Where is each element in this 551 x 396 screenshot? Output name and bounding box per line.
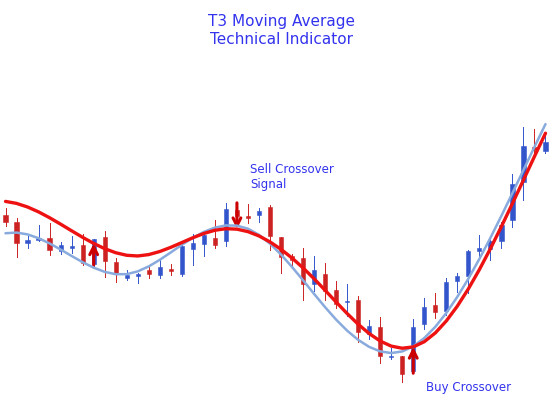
- Bar: [136, 274, 140, 276]
- Bar: [125, 275, 129, 278]
- Bar: [213, 238, 217, 245]
- Bar: [532, 147, 537, 150]
- Bar: [389, 356, 393, 357]
- Bar: [323, 274, 327, 291]
- Bar: [47, 238, 52, 250]
- Bar: [543, 142, 548, 151]
- Bar: [312, 270, 316, 284]
- Bar: [114, 261, 118, 274]
- Text: Buy Crossover
Signal: Buy Crossover Signal: [426, 381, 511, 396]
- Bar: [334, 290, 338, 304]
- Bar: [477, 248, 482, 251]
- Bar: [290, 256, 294, 260]
- Bar: [411, 327, 415, 371]
- Bar: [91, 240, 96, 263]
- Bar: [279, 237, 283, 257]
- Bar: [257, 211, 261, 215]
- Bar: [521, 146, 526, 182]
- Bar: [224, 209, 228, 242]
- Bar: [466, 251, 471, 276]
- Bar: [14, 222, 19, 244]
- Text: T3 Moving Average
Technical Indicator: T3 Moving Average Technical Indicator: [208, 13, 354, 47]
- Bar: [202, 235, 206, 244]
- Bar: [246, 216, 250, 218]
- Text: Sell Crossover
Signal: Sell Crossover Signal: [250, 163, 334, 191]
- Bar: [422, 307, 426, 324]
- Bar: [36, 238, 41, 240]
- Bar: [191, 244, 195, 249]
- Bar: [488, 241, 493, 249]
- Bar: [25, 240, 30, 243]
- Bar: [444, 282, 449, 311]
- Bar: [510, 184, 515, 220]
- Bar: [147, 270, 151, 274]
- Bar: [169, 269, 173, 272]
- Bar: [58, 245, 63, 251]
- Bar: [69, 246, 74, 248]
- Bar: [102, 237, 107, 261]
- Bar: [158, 267, 162, 275]
- Bar: [180, 246, 184, 274]
- Bar: [455, 276, 460, 281]
- Bar: [345, 301, 349, 302]
- Bar: [378, 327, 382, 356]
- Bar: [301, 258, 305, 284]
- Bar: [3, 215, 8, 223]
- Bar: [400, 356, 404, 374]
- Bar: [235, 210, 239, 216]
- Bar: [356, 301, 360, 331]
- Bar: [499, 225, 504, 241]
- Bar: [268, 208, 272, 236]
- Bar: [80, 245, 85, 263]
- Bar: [433, 305, 437, 312]
- Bar: [367, 326, 371, 334]
